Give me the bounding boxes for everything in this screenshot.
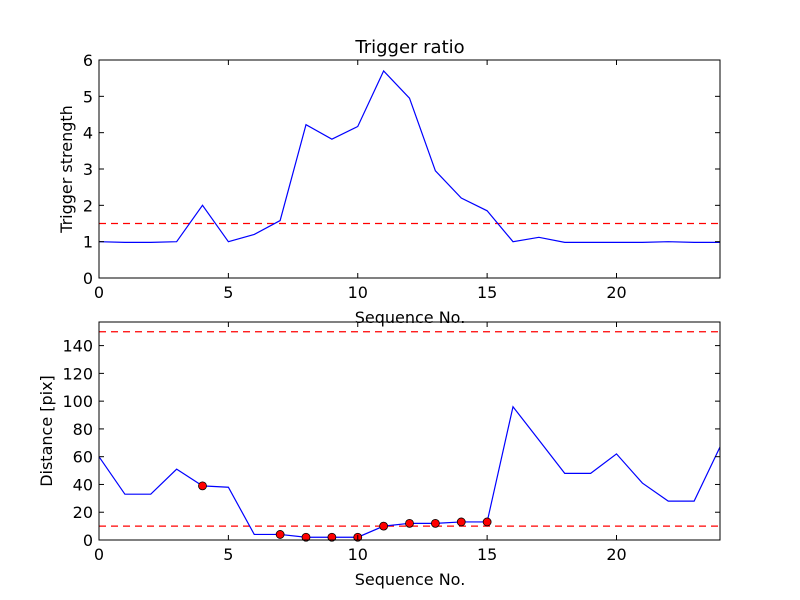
distance-data-point-8 [456,517,466,527]
distance-data-point-2 [301,532,311,542]
trigger-series [98,69,720,243]
trigger-y-axis-label: Trigger strength [57,105,76,234]
trigger-y-tick-label: 1 [83,233,93,252]
trigger-y-tick-label: 2 [83,196,93,215]
distance-axes-frame [98,321,721,541]
distance-threshold-lines [99,331,720,527]
distance-y-tick-label: 140 [62,337,93,356]
distance-data-point-7 [430,518,440,528]
distance-data-point-1 [275,530,285,539]
trigger-y-tick-label: 0 [83,269,93,288]
trigger-x-tick-label: 5 [223,283,233,302]
distance-y-tick-label: 20 [73,503,93,522]
distance-x-tick-label: 10 [348,545,368,564]
distance-y-tick-label: 60 [73,448,93,467]
distance-data-point-9 [482,517,492,527]
distance-x-tick-label: 20 [606,545,626,564]
trigger-x-tick-label: 15 [477,283,497,302]
chart-title: Trigger ratio [354,37,464,58]
distance-y-tick-label: 120 [62,364,93,383]
trigger-x-tick-label: 0 [94,283,104,302]
trigger-y-tick-label: 4 [83,124,93,143]
distance-data-point-6 [405,518,414,528]
distance-x-axis-label: Sequence No. [355,570,466,589]
distance-x-ticks: 0 5 10 15 20 [94,322,627,564]
trigger-x-tick-label: 20 [606,283,626,302]
trigger-series-line-0 [98,69,720,243]
distance-data-point-5 [379,521,389,531]
distance-panel: 0 5 10 15 20 0 20 40 60 80 100 120 140 Sequence No.… [37,321,721,589]
trigger-x-tick-label: 10 [348,283,368,302]
distance-y-tick-label: 80 [73,420,93,439]
distance-y-ticks: 0 20 40 60 80 100 120 140 [62,337,720,550]
trigger-y-tick-label: 6 [83,51,93,70]
trigger-y-tick-label: 5 [83,87,93,106]
distance-markers [198,481,492,542]
distance-data-point-0 [198,481,207,491]
distance-data-point-3 [327,532,337,542]
trigger-x-ticks: 0 5 10 15 20 [94,60,627,302]
distance-x-tick-label: 0 [94,545,104,564]
distance-y-axis-label: Distance [pix] [37,375,56,487]
distance-y-tick-label: 100 [62,392,93,411]
distance-y-tick-label: 40 [73,475,93,494]
trigger-x-axis-label: Sequence No. [355,308,466,327]
distance-y-tick-label: 0 [83,531,93,550]
distance-x-tick-label: 15 [477,545,497,564]
trigger-y-ticks: 0 1 2 3 4 5 6 [83,51,720,288]
trigger-y-tick-label: 3 [83,160,93,179]
distance-x-tick-label: 5 [223,545,233,564]
